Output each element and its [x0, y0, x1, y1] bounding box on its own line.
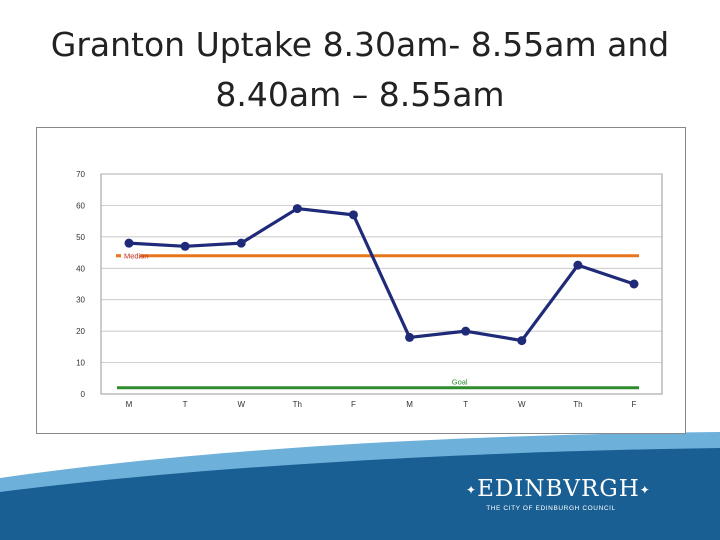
x-tick-label: W — [518, 400, 526, 409]
slide-title-line2: 8.40am – 8.55am — [215, 75, 505, 114]
x-tick-label: Th — [293, 400, 302, 409]
data-point — [517, 336, 527, 346]
data-point — [348, 210, 358, 220]
plot-area — [100, 173, 663, 395]
median-label: Median — [124, 252, 149, 261]
x-tick-label: T — [463, 400, 468, 409]
x-tick-label: M — [406, 400, 413, 409]
x-tick-label: T — [183, 400, 188, 409]
data-point — [236, 238, 246, 248]
footer-wave-dark — [0, 448, 720, 540]
y-tick-label: 30 — [76, 296, 85, 305]
chart-frame: 0 10 20 30 40 50 60 70 M T W Th F M T W Th F Median Goal — [36, 127, 686, 434]
data-point — [573, 260, 583, 270]
data-point — [180, 241, 190, 251]
logo-star-right-icon: ✦ — [639, 483, 651, 497]
x-tick-label: M — [126, 400, 133, 409]
data-point — [124, 238, 134, 248]
slide-title: Granton Uptake 8.30am- 8.55am and 8.40am… — [0, 20, 720, 120]
x-tick-label: F — [632, 400, 637, 409]
x-tick-label: F — [351, 400, 356, 409]
slide-title-line1: Granton Uptake 8.30am- 8.55am and — [50, 25, 670, 64]
logo-subtitle: THE CITY OF EDINBURGH COUNCIL — [486, 505, 616, 512]
data-point — [292, 204, 302, 214]
y-tick-label: 10 — [76, 359, 85, 368]
data-point — [629, 279, 639, 289]
run-chart: 0 10 20 30 40 50 60 70 M T W Th F M T W Th F Median Goal — [76, 170, 663, 409]
data-point — [405, 332, 415, 342]
logo-star-left-icon: ✦ — [466, 483, 478, 497]
y-tick-label: 0 — [81, 390, 86, 399]
x-tick-label: W — [237, 400, 245, 409]
council-logo: ✦EDINBVRGH✦ THE CITY OF EDINBURGH COUNCI… — [466, 476, 651, 512]
y-tick-label: 40 — [76, 264, 85, 273]
x-tick-label: Th — [573, 400, 582, 409]
y-tick-label: 50 — [76, 233, 85, 242]
median-label-bg — [114, 254, 140, 258]
y-tick-label: 70 — [76, 170, 85, 179]
y-tick-label: 20 — [76, 327, 85, 336]
data-point — [461, 326, 471, 336]
y-tick-label: 60 — [76, 201, 85, 210]
logo-wordmark: ✦EDINBVRGH✦ — [466, 476, 651, 502]
goal-label: Goal — [452, 378, 468, 387]
series-line — [128, 206, 635, 343]
